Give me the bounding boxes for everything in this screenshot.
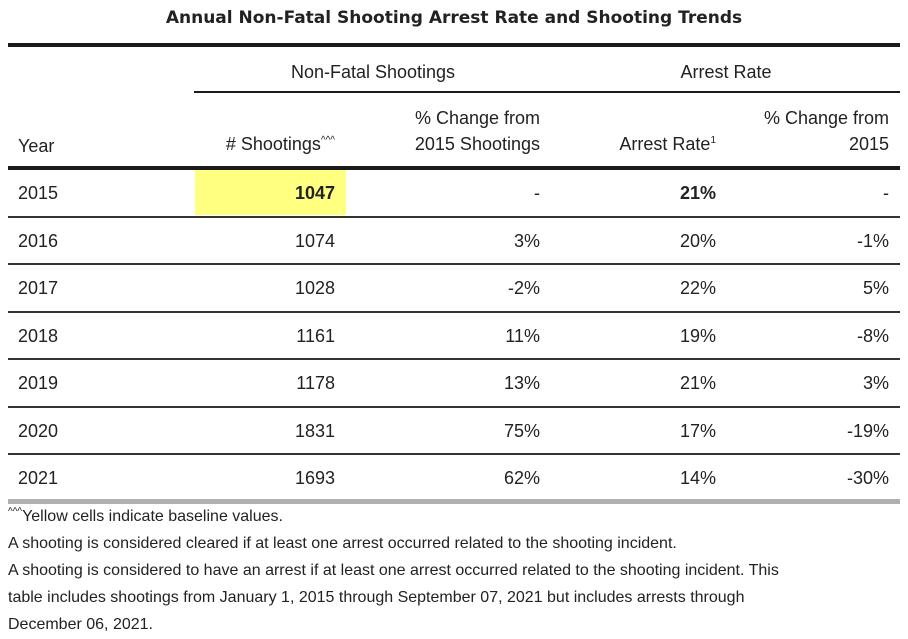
column-header-pct-shootings-line2: 2015 Shootings <box>414 134 540 154</box>
cell-arrest-rate: 17% <box>679 420 716 441</box>
footnote-cleared: A shooting is considered cleared if at l… <box>8 535 677 552</box>
cell-year: 2020 <box>18 420 59 441</box>
cell-year: 2015 <box>18 183 59 203</box>
cell-pct-arrest: 3% <box>862 373 889 393</box>
cell-shootings: 1028 <box>294 278 335 298</box>
footnote-arrest-line3: December 06, 2021. <box>8 616 153 633</box>
column-header-pct-shootings-line1: % Change from <box>414 108 540 128</box>
cell-pct-arrest: 5% <box>862 278 889 298</box>
table-bottom-rule <box>8 499 900 504</box>
baseline-highlight-cell <box>195 170 346 215</box>
footnote-arrest-line1: A shooting is considered to have an arre… <box>8 562 779 579</box>
column-header-pct-arrest-line2: 2015 <box>848 134 889 154</box>
cell-pct-shootings: -2% <box>507 278 540 298</box>
cell-year: 2017 <box>18 278 59 298</box>
footnote-arrest-line2: table includes shootings from January 1,… <box>8 589 745 606</box>
column-header-arrest-rate: Arrest Rate1 <box>619 134 716 154</box>
row-divider <box>8 405 900 408</box>
row-divider <box>8 215 900 218</box>
cell-arrest-rate: 14% <box>679 468 716 488</box>
cell-year: 2018 <box>18 325 59 346</box>
cell-pct-shootings: - <box>534 183 540 203</box>
table-title: Annual Non-Fatal Shooting Arrest Rate an… <box>165 8 743 28</box>
row-divider <box>8 310 900 313</box>
cell-shootings: 1047 <box>294 183 335 203</box>
column-header-year: Year <box>18 136 55 156</box>
cell-arrest-rate: 22% <box>679 278 716 298</box>
cell-pct-arrest: -1% <box>856 230 889 251</box>
cell-shootings: 1178 <box>296 373 335 393</box>
header-rule <box>8 166 900 170</box>
cell-shootings: 1693 <box>294 468 335 488</box>
row-divider <box>8 263 900 265</box>
cell-year: 2016 <box>18 230 59 251</box>
cell-pct-shootings: 62% <box>503 468 540 488</box>
cell-year: 2021 <box>18 468 59 488</box>
cell-pct-shootings: 3% <box>513 230 540 251</box>
cell-arrest-rate: 21% <box>679 183 716 203</box>
cell-arrest-rate: 20% <box>679 230 716 251</box>
cell-shootings: 1074 <box>294 230 335 251</box>
cell-pct-arrest: - <box>883 183 889 203</box>
cell-arrest-rate: 19% <box>679 325 716 346</box>
cell-shootings: 1161 <box>296 325 335 346</box>
cell-pct-arrest: -8% <box>856 325 889 346</box>
group-header-shootings: Non-Fatal Shootings <box>290 62 456 82</box>
cell-pct-shootings: 75% <box>503 420 540 441</box>
cell-pct-arrest: -19% <box>846 420 889 441</box>
row-divider <box>8 358 900 360</box>
footnote-baseline: ^^^Yellow cells indicate baseline values… <box>8 506 283 525</box>
cell-shootings: 1831 <box>294 420 335 441</box>
cell-pct-shootings: 11% <box>505 325 540 346</box>
group-header-rule <box>194 91 900 93</box>
cell-pct-shootings: 13% <box>503 373 540 393</box>
cell-year: 2019 <box>18 373 59 393</box>
group-header-arrest: Arrest Rate <box>680 62 772 82</box>
row-divider <box>8 453 900 455</box>
column-header-shootings: # Shootings^^^ <box>225 134 335 154</box>
top-rule <box>8 43 900 47</box>
cell-pct-arrest: -30% <box>846 468 889 488</box>
cell-arrest-rate: 21% <box>679 373 716 393</box>
column-header-pct-arrest-line1: % Change from <box>763 108 889 128</box>
